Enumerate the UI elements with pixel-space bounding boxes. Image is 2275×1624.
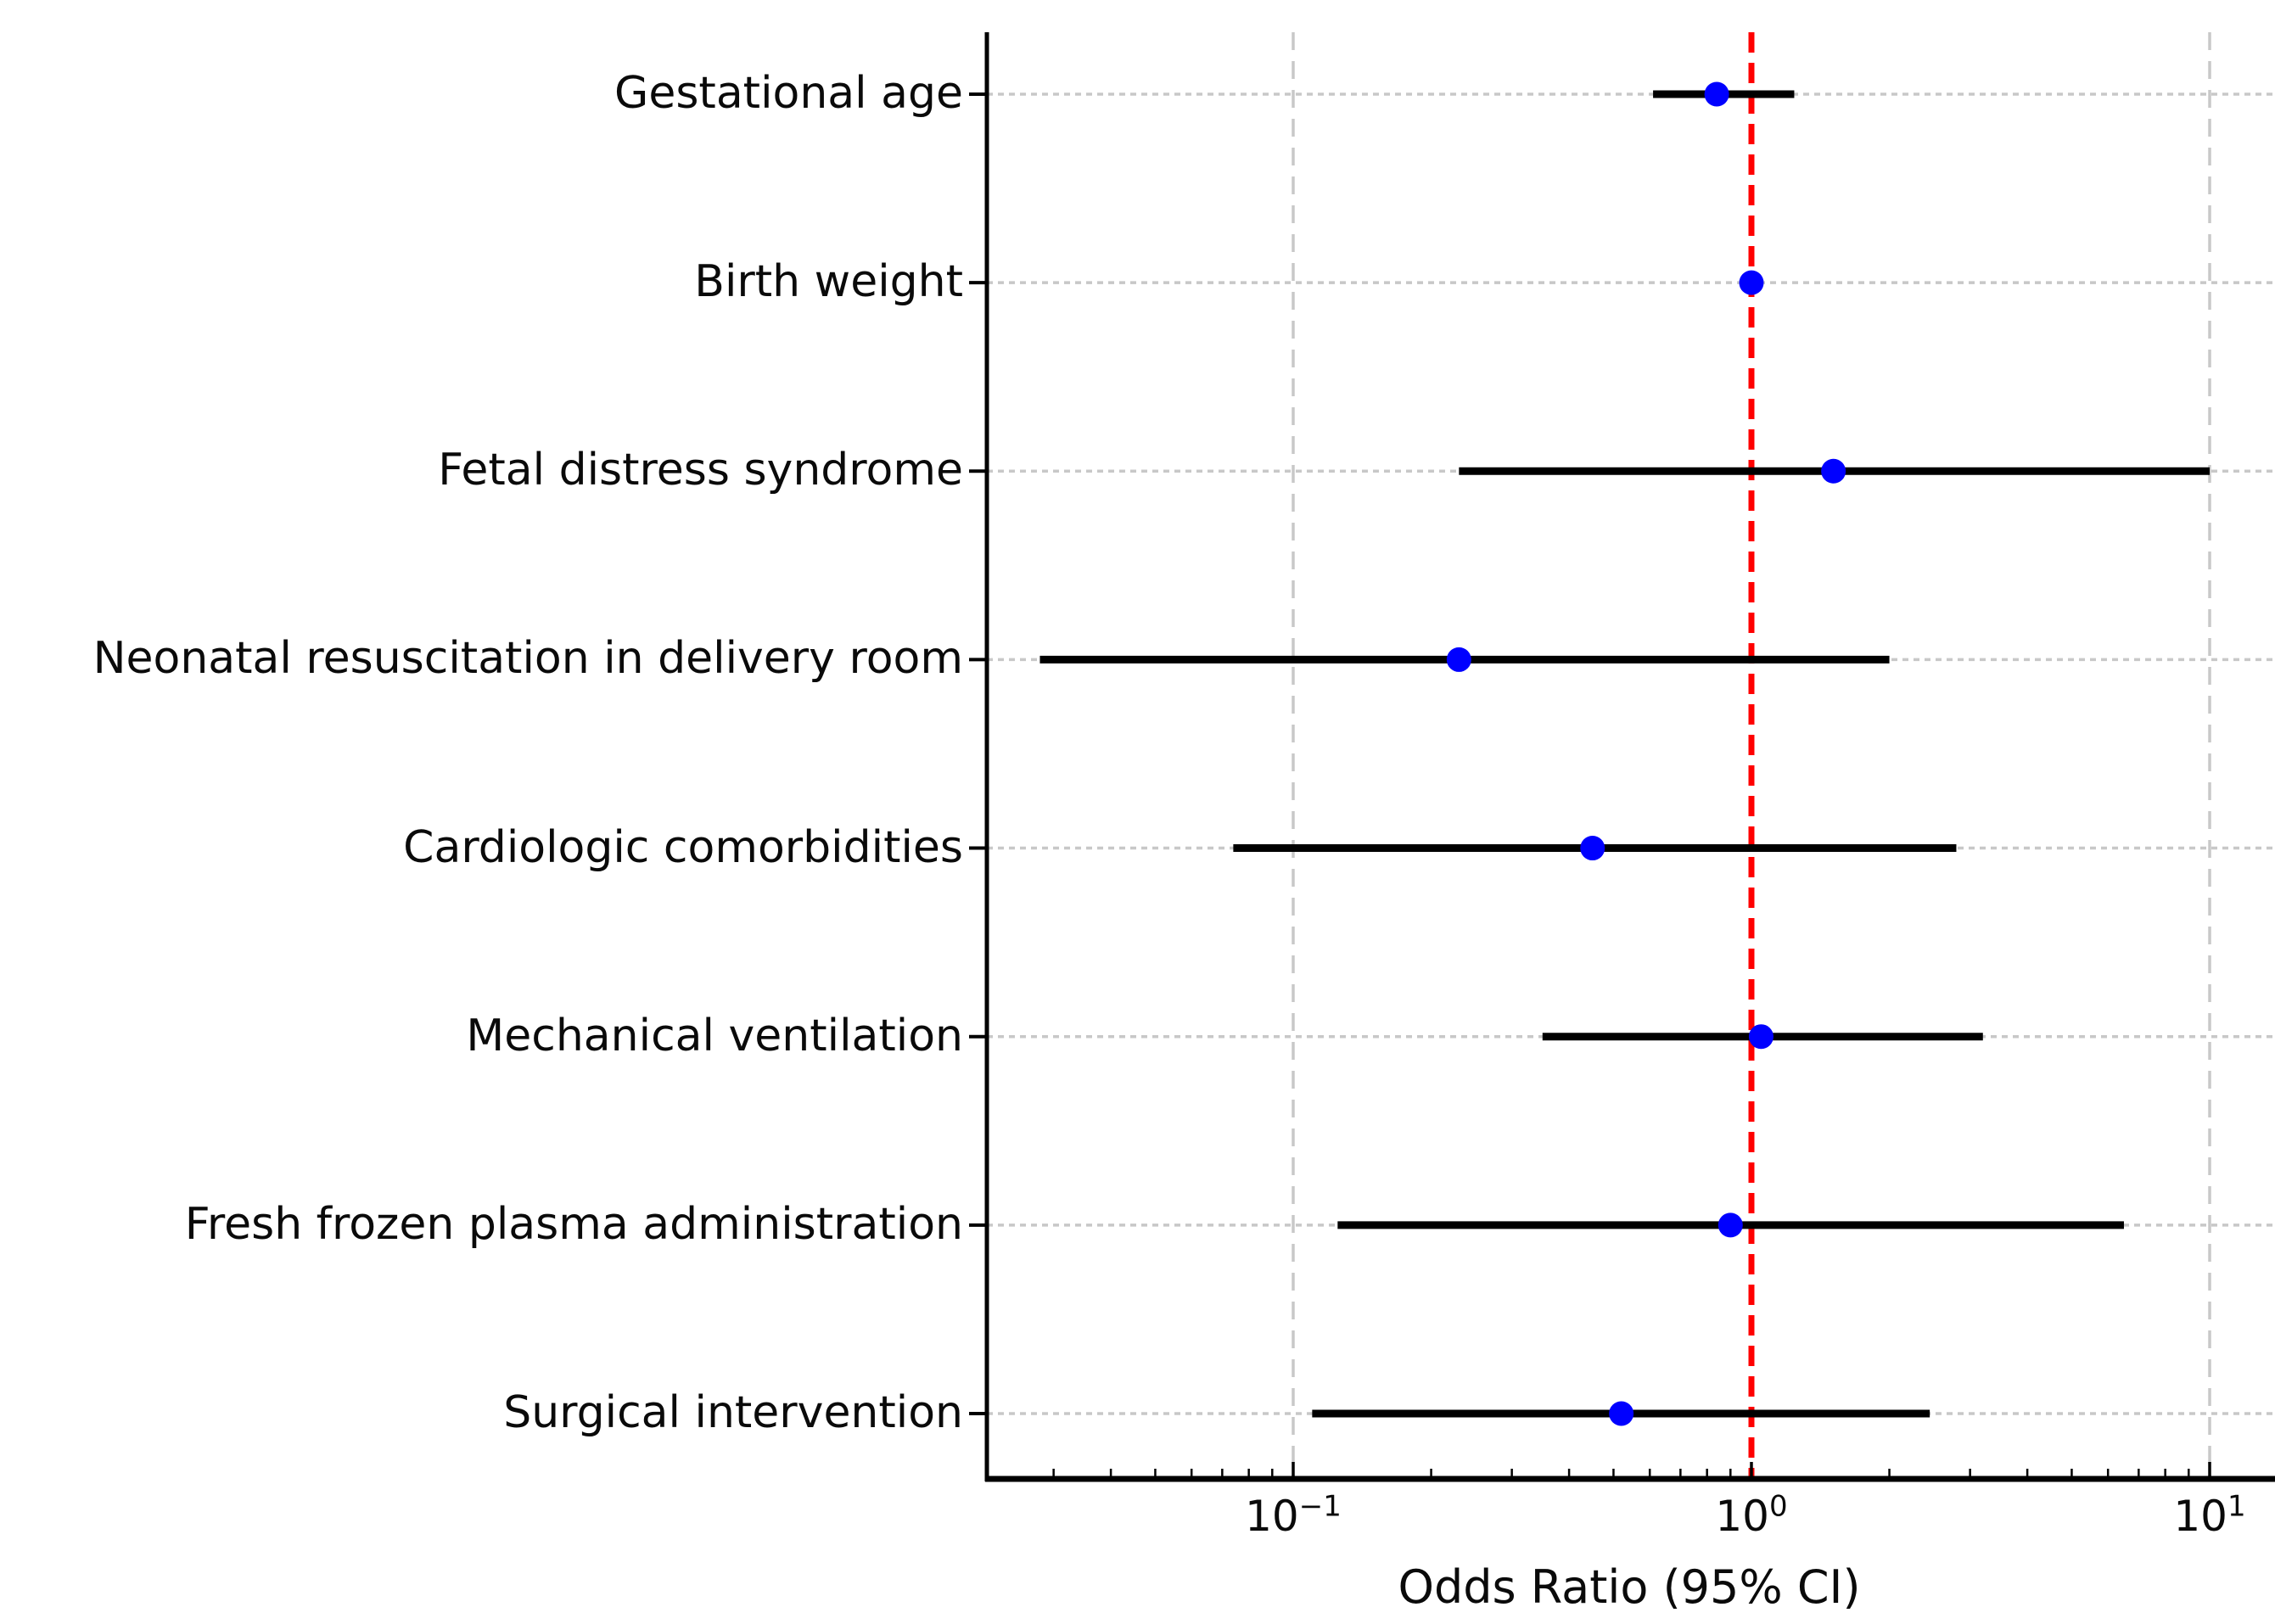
tick-exponent: 1 xyxy=(2227,1489,2246,1524)
row-label: Fresh frozen plasma administration xyxy=(184,1198,963,1250)
or-point xyxy=(1609,1401,1634,1426)
tick-base: 10 xyxy=(1715,1492,1769,1541)
row-label: Cardiologic comorbidities xyxy=(403,821,963,873)
row-label: Neonatal resuscitation in delivery room xyxy=(92,633,963,685)
or-point xyxy=(1821,458,1846,484)
tick-exponent: −1 xyxy=(1298,1489,1342,1524)
x-tick-label: 10−1 xyxy=(1245,1492,1342,1537)
tick-base: 10 xyxy=(1245,1492,1299,1541)
or-point xyxy=(1446,647,1471,672)
row-label: Fetal distress syndrome xyxy=(438,445,963,496)
or-point xyxy=(1717,1212,1743,1238)
row-label: Gestational age xyxy=(614,68,963,120)
or-point xyxy=(1739,270,1764,295)
tick-exponent: 0 xyxy=(1768,1489,1788,1524)
row-label: Birth weight xyxy=(694,256,963,308)
row-label: Mechanical ventilation xyxy=(466,1010,963,1061)
x-tick-label: 100 xyxy=(1715,1492,1787,1537)
tick-base: 10 xyxy=(2173,1492,2227,1541)
or-point xyxy=(1580,836,1605,861)
row-label: Surgical intervention xyxy=(503,1387,963,1439)
x-tick-label: 101 xyxy=(2173,1492,2245,1537)
or-point xyxy=(1748,1024,1773,1050)
or-point xyxy=(1704,81,1729,107)
x-axis-label: Odds Ratio (95% CI) xyxy=(1398,1560,1861,1614)
